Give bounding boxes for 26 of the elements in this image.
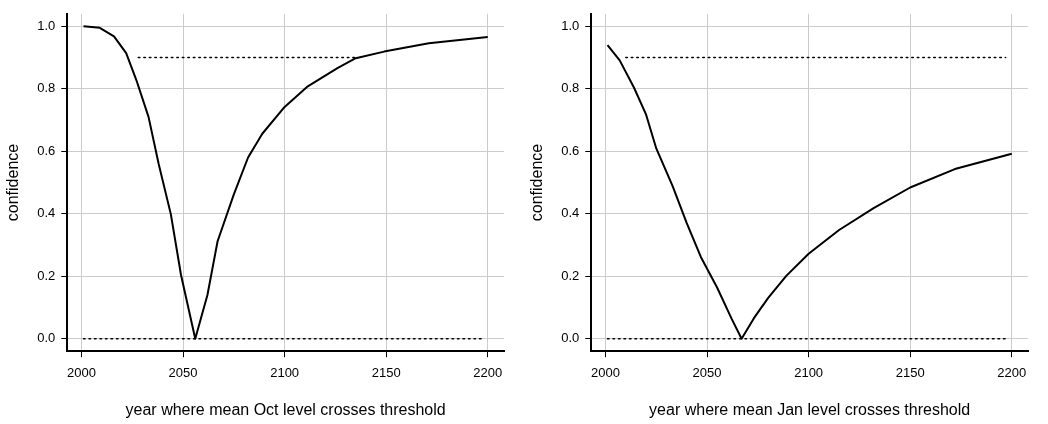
x-axis-title: year where mean Jan level crosses threshold (649, 400, 971, 418)
y-tick-label: 0.8 (561, 80, 580, 96)
y-tick-label: 1.0 (37, 17, 56, 33)
x-axis-title: year where mean Oct level crosses threshold (125, 400, 446, 418)
y-tick-label: 1.0 (561, 17, 580, 33)
y-tick-label: 0.4 (561, 205, 580, 221)
y-tick-label: 0.2 (561, 267, 580, 283)
x-tick-label: 2200 (997, 364, 1027, 380)
y-tick-label: 0.6 (561, 142, 580, 158)
x-tick-label: 2200 (473, 364, 503, 380)
y-axis-title: confidence (4, 143, 22, 222)
y-tick-label: 0.8 (37, 80, 56, 96)
x-tick-label: 2100 (270, 364, 300, 380)
x-tick-label: 2150 (371, 364, 401, 380)
x-tick-label: 2000 (67, 364, 96, 380)
y-tick-label: 0.0 (561, 330, 580, 346)
y-tick-label: 0.0 (37, 330, 56, 346)
y-tick-label: 0.6 (37, 142, 56, 158)
x-tick-label: 2100 (794, 364, 824, 380)
x-tick-label: 2150 (895, 364, 925, 380)
y-tick-label: 0.2 (37, 267, 56, 283)
x-tick-label: 2050 (168, 364, 198, 380)
y-axis-title: confidence (528, 143, 546, 222)
y-tick-label: 0.4 (37, 205, 56, 221)
x-tick-label: 2050 (692, 364, 722, 380)
x-tick-label: 2000 (591, 364, 620, 380)
